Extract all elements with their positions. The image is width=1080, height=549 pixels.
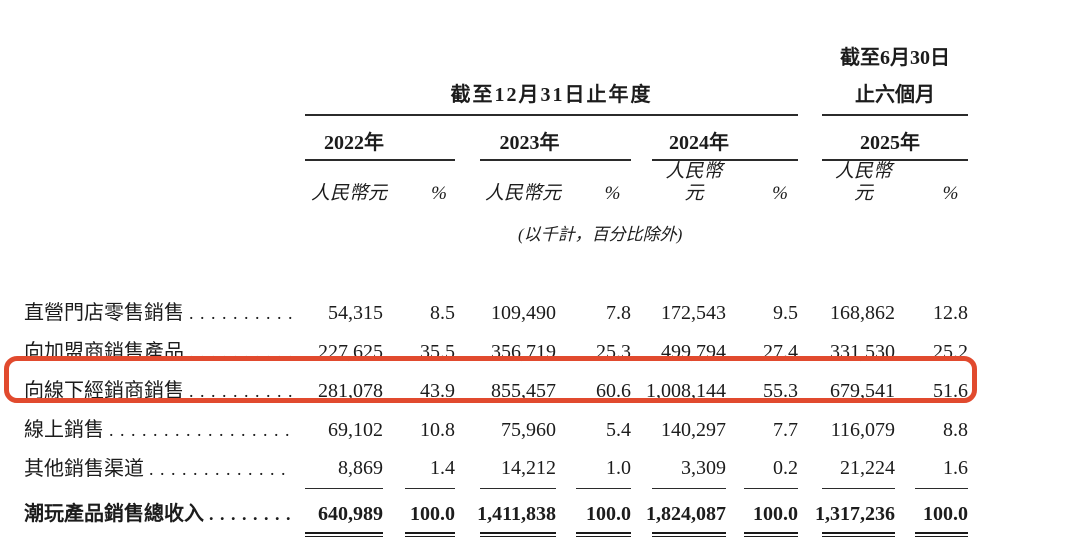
rmb-value-cell: 69,102	[328, 418, 383, 441]
rmb-total-cell: 1,317,236	[815, 496, 895, 534]
currency-header-2022: 人民幣元	[310, 182, 387, 204]
row-label: 其他銷售渠道	[24, 457, 144, 480]
rmb-value-cell: 8,869	[305, 449, 383, 490]
rmb-value-cell: 54,315	[328, 301, 383, 324]
pct-total-cell: 100.0	[576, 496, 631, 534]
interim-period-header: 截至6月30日 止六個月	[822, 30, 968, 116]
pct-total-cell: 100.0	[915, 496, 968, 534]
pct-value-cell: 25.3	[596, 340, 631, 363]
dot-leader	[209, 504, 293, 525]
rmb-value-cell: 499,794	[661, 340, 726, 363]
rmb-value-cell: 356,719	[491, 340, 556, 363]
rmb-value-cell: 281,078	[318, 379, 383, 402]
annual-period-header-text: 截至12月31日止年度	[450, 84, 653, 106]
interim-period-line1: 截至6月30日	[840, 47, 950, 69]
pct-value-cell: 27.4	[763, 340, 798, 363]
row-label: 直營門店零售銷售	[24, 301, 184, 324]
pct-value-cell: 8.8	[943, 418, 968, 441]
pct-value-cell: 7.7	[773, 418, 798, 441]
rmb-value-cell: 116,079	[830, 418, 895, 441]
pct-value-cell: 5.4	[606, 418, 631, 441]
dot-leader	[189, 342, 293, 363]
rmb-value-cell: 168,862	[830, 301, 895, 324]
rmb-value-cell: 75,960	[501, 418, 556, 441]
pct-value-cell: 43.9	[420, 379, 455, 402]
currency-header-2025: 人民幣元	[834, 161, 892, 204]
rmb-value-cell: 3,309	[652, 449, 726, 490]
pct-total-cell: 100.0	[744, 496, 798, 534]
table-row-total-pop-toy-revenue: 潮玩產品銷售總收入 640,989 100.0 1,411,838 100.0 …	[0, 496, 1080, 534]
pct-value-cell: 35.5	[420, 340, 455, 363]
rmb-value-cell: 331,530	[830, 340, 895, 363]
rmb-total-cell: 640,989	[305, 496, 383, 534]
double-rule-row	[0, 532, 1080, 538]
rmb-value-cell: 855,457	[491, 379, 556, 402]
year-header-2022: 2022年	[305, 115, 455, 161]
pct-value-cell: 1.6	[915, 449, 968, 490]
currency-header-2024: 人民幣元	[665, 161, 723, 204]
rmb-total-cell: 1,411,838	[477, 496, 556, 534]
interim-period-line2: 止六個月	[855, 84, 935, 106]
percent-header-2023: %	[604, 182, 621, 204]
percent-header-2022: %	[431, 182, 447, 204]
pct-value-cell: 0.2	[744, 449, 798, 490]
annual-period-header: 截至12月31日止年度	[305, 30, 798, 116]
rmb-value-cell: 109,490	[491, 301, 556, 324]
pct-total-cell: 100.0	[405, 496, 455, 534]
rmb-value-cell: 14,212	[480, 449, 556, 490]
row-label: 向線下經銷商銷售	[24, 379, 184, 402]
percent-header-2024: %	[772, 182, 788, 204]
row-label: 線上銷售	[24, 418, 104, 441]
percent-header-2025: %	[942, 182, 959, 204]
pct-value-cell: 60.6	[596, 379, 631, 402]
rmb-total-cell: 1,824,087	[646, 496, 726, 534]
pct-value-cell: 25.2	[933, 340, 968, 363]
currency-header-2023: 人民幣元	[485, 182, 562, 204]
units-note: (以千計，百分比除外)	[518, 225, 683, 245]
row-label: 向加盟商銷售產品	[24, 340, 184, 363]
rmb-value-cell: 21,224	[822, 449, 895, 490]
rmb-value-cell: 172,543	[661, 301, 726, 324]
table-row-online-sales: 線上銷售 69,102 10.8 75,960 5.4 140,297 7.7 …	[0, 411, 1080, 450]
pct-value-cell: 1.0	[576, 449, 631, 490]
pct-value-cell: 7.8	[606, 301, 631, 324]
year-header-2025: 2025年	[822, 115, 968, 161]
table-row-offline-distributors-highlighted: 向線下經銷商銷售 281,078 43.9 855,457 60.6 1,008…	[0, 372, 1080, 411]
dot-leader	[109, 420, 293, 441]
pct-value-cell: 9.5	[773, 301, 798, 324]
pct-value-cell: 8.5	[430, 301, 455, 324]
pct-value-cell: 1.4	[405, 449, 455, 490]
table-row-direct-store-retail: 直營門店零售銷售 54,315 8.5 109,490 7.8 172,543 …	[0, 294, 1080, 333]
financial-table: 截至12月31日止年度 截至6月30日 止六個月 2022年 2023年 202…	[0, 0, 1080, 537]
rmb-value-cell: 140,297	[661, 418, 726, 441]
year-header-2024: 2024年	[652, 115, 798, 161]
dot-leader	[149, 459, 293, 480]
rmb-value-cell: 227,625	[318, 340, 383, 363]
dot-leader	[189, 303, 293, 324]
rmb-value-cell: 679,541	[830, 379, 895, 402]
pct-value-cell: 12.8	[933, 301, 968, 324]
pct-value-cell: 51.6	[933, 379, 968, 402]
pct-value-cell: 10.8	[420, 418, 455, 441]
table-row-other-channels: 其他銷售渠道 8,869 1.4 14,212 1.0 3,309 0.2 21…	[0, 449, 1080, 490]
pct-value-cell: 55.3	[763, 379, 798, 402]
dot-leader	[189, 381, 293, 402]
total-row-label: 潮玩產品銷售總收入	[24, 503, 204, 526]
year-header-2023: 2023年	[480, 115, 631, 161]
table-row-franchisee-sales: 向加盟商銷售產品 227,625 35.5 356,719 25.3 499,7…	[0, 333, 1080, 372]
rmb-value-cell: 1,008,144	[646, 379, 726, 402]
